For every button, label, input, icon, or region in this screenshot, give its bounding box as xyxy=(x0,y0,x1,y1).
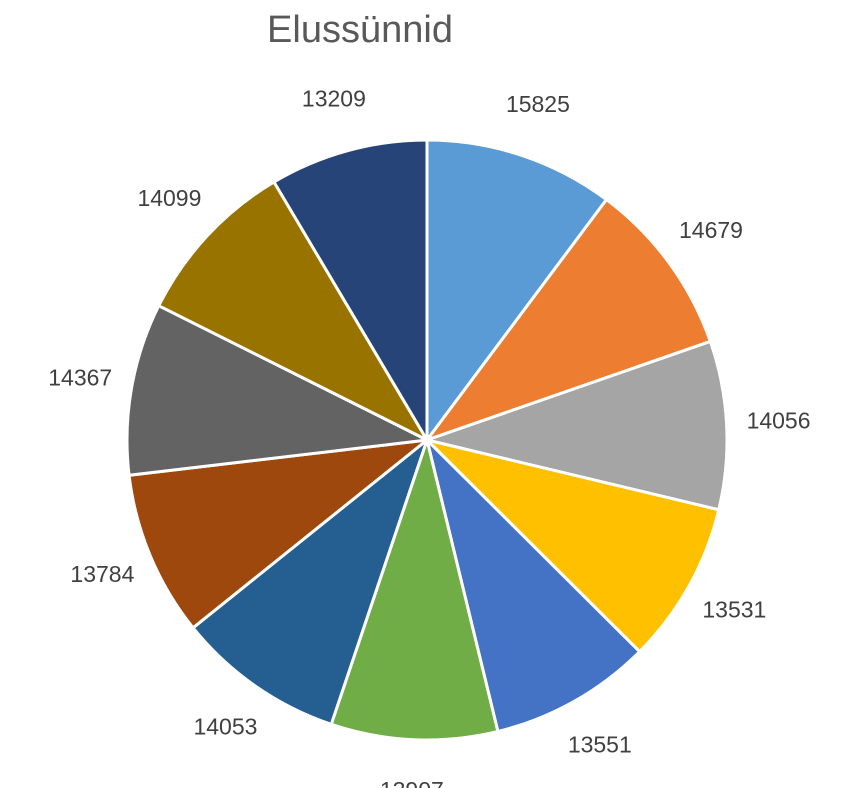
data-label: 14099 xyxy=(137,185,201,211)
pie-slice xyxy=(127,437,433,630)
data-label: 14679 xyxy=(679,217,743,243)
data-label: 13551 xyxy=(568,732,632,758)
chart-title: Elussünnid xyxy=(267,9,453,51)
data-label: 13209 xyxy=(302,86,366,112)
pie-slice xyxy=(329,434,500,742)
pie-slice xyxy=(125,303,433,477)
pie-slice xyxy=(271,138,429,446)
pie-slice xyxy=(190,435,431,727)
data-label: 13784 xyxy=(70,561,134,587)
pie-slice xyxy=(425,138,609,445)
pie-slice xyxy=(156,179,431,444)
data-label: 14056 xyxy=(747,407,811,433)
data-label: 13907 xyxy=(380,777,444,788)
pie-slice xyxy=(422,197,713,444)
data-label: 14053 xyxy=(193,714,257,740)
data-label: 15825 xyxy=(506,91,570,117)
data-label: 13531 xyxy=(702,597,766,623)
pie-slice xyxy=(422,437,721,654)
data-label: 14367 xyxy=(48,364,112,390)
pie-slice xyxy=(421,339,729,512)
pie-slice xyxy=(424,435,642,734)
